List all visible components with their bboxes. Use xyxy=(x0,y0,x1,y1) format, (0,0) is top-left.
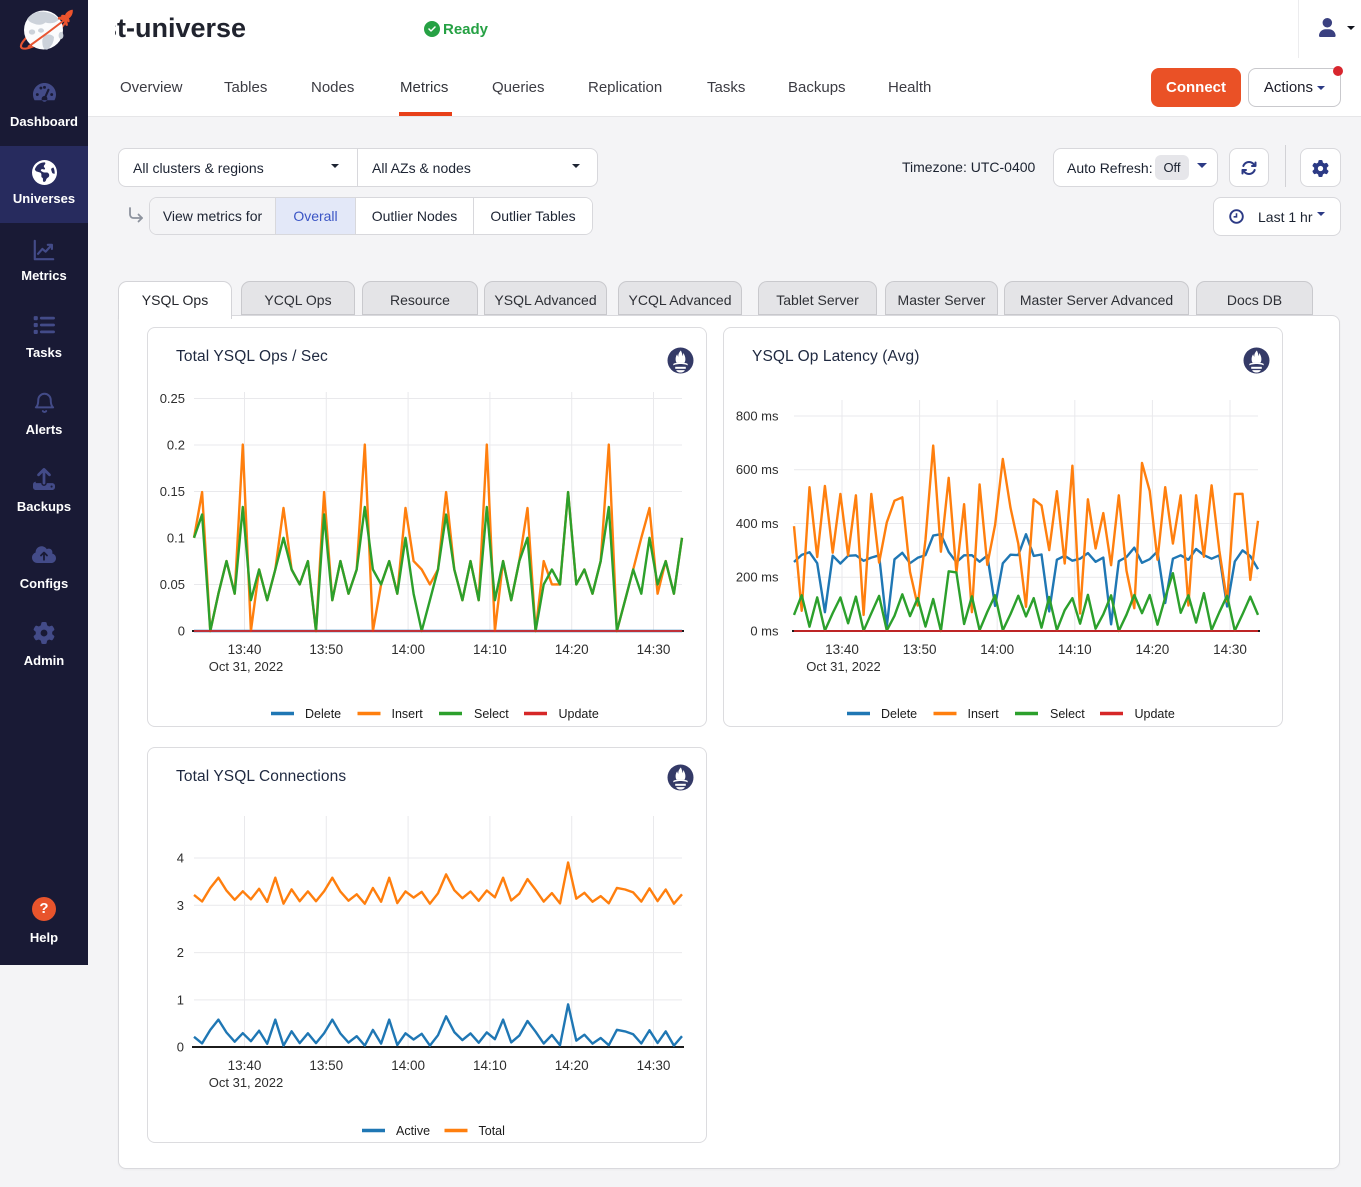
svg-text:0.25: 0.25 xyxy=(160,391,185,406)
svg-text:0 ms: 0 ms xyxy=(750,624,779,639)
svg-text:Delete: Delete xyxy=(305,707,341,721)
svg-text:3: 3 xyxy=(177,898,184,913)
svg-text:200 ms: 200 ms xyxy=(736,570,779,585)
svg-text:400 ms: 400 ms xyxy=(736,516,779,531)
svg-text:13:50: 13:50 xyxy=(309,1058,343,1073)
svg-text:1: 1 xyxy=(177,992,184,1007)
svg-text:Oct 31, 2022: Oct 31, 2022 xyxy=(806,659,880,674)
svg-text:14:10: 14:10 xyxy=(473,1058,507,1073)
svg-text:Update: Update xyxy=(1135,707,1175,721)
svg-text:14:00: 14:00 xyxy=(980,642,1014,657)
svg-text:800 ms: 800 ms xyxy=(736,409,779,424)
svg-text:14:20: 14:20 xyxy=(555,642,589,657)
svg-text:0.1: 0.1 xyxy=(167,531,185,546)
svg-text:14:20: 14:20 xyxy=(555,1058,589,1073)
svg-text:0: 0 xyxy=(177,1040,184,1055)
svg-text:Oct 31, 2022: Oct 31, 2022 xyxy=(209,1075,283,1090)
svg-text:Select: Select xyxy=(1050,707,1085,721)
svg-text:13:40: 13:40 xyxy=(825,642,859,657)
svg-text:13:50: 13:50 xyxy=(903,642,937,657)
svg-text:14:10: 14:10 xyxy=(473,642,507,657)
svg-text:Insert: Insert xyxy=(392,707,424,721)
svg-text:4: 4 xyxy=(177,851,184,866)
svg-text:14:20: 14:20 xyxy=(1136,642,1170,657)
svg-text:Insert: Insert xyxy=(968,707,1000,721)
svg-text:0.15: 0.15 xyxy=(160,484,185,499)
svg-text:14:00: 14:00 xyxy=(391,642,425,657)
svg-text:14:30: 14:30 xyxy=(1213,642,1247,657)
svg-text:Update: Update xyxy=(559,707,599,721)
svg-text:14:30: 14:30 xyxy=(637,1058,671,1073)
svg-text:Delete: Delete xyxy=(881,707,917,721)
svg-text:14:30: 14:30 xyxy=(637,642,671,657)
svg-text:13:40: 13:40 xyxy=(228,642,262,657)
svg-text:13:50: 13:50 xyxy=(309,642,343,657)
svg-text:600 ms: 600 ms xyxy=(736,462,779,477)
svg-text:Oct 31, 2022: Oct 31, 2022 xyxy=(209,659,283,674)
svg-text:Select: Select xyxy=(474,707,509,721)
svg-text:Total: Total xyxy=(479,1124,505,1138)
svg-text:13:40: 13:40 xyxy=(228,1058,262,1073)
svg-text:Active: Active xyxy=(396,1124,430,1138)
svg-text:0.05: 0.05 xyxy=(160,577,185,592)
svg-text:2: 2 xyxy=(177,945,184,960)
svg-text:0: 0 xyxy=(178,624,185,639)
svg-text:14:10: 14:10 xyxy=(1058,642,1092,657)
svg-text:0.2: 0.2 xyxy=(167,438,185,453)
svg-text:14:00: 14:00 xyxy=(391,1058,425,1073)
